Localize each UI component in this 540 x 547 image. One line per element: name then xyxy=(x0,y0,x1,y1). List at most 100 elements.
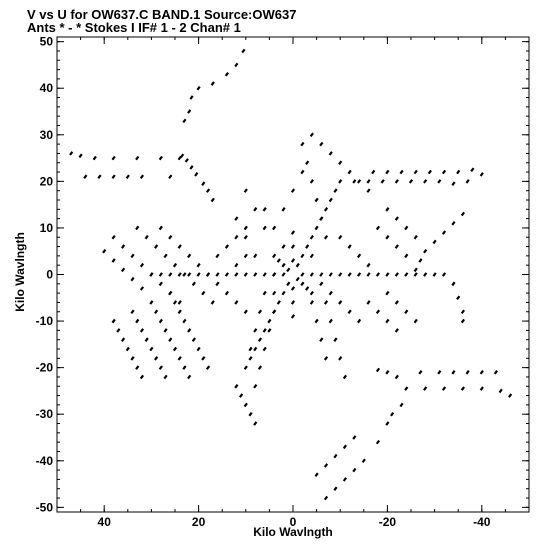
uv-point xyxy=(357,272,362,277)
uv-point xyxy=(243,234,248,240)
uv-point xyxy=(69,151,74,156)
uv-point xyxy=(210,300,215,305)
uv-point xyxy=(253,253,258,259)
uv-point xyxy=(189,95,194,100)
uv-point xyxy=(385,421,390,426)
uv-point xyxy=(234,234,239,240)
uv-point xyxy=(243,225,248,231)
uv-point xyxy=(290,300,296,305)
uv-point xyxy=(196,85,201,91)
uv-point xyxy=(338,356,343,361)
uv-point xyxy=(300,253,305,259)
uv-point xyxy=(253,272,258,277)
uv-point xyxy=(441,386,447,391)
uv-point xyxy=(290,188,296,193)
uv-point xyxy=(460,309,465,315)
uv-point xyxy=(300,272,305,277)
uv-point xyxy=(144,234,149,240)
uv-point xyxy=(479,370,484,375)
uv-point xyxy=(347,272,352,277)
uv-point xyxy=(253,384,258,389)
y-tick-label: 20 xyxy=(40,174,54,188)
uv-point xyxy=(189,165,194,170)
uv-point xyxy=(465,370,470,375)
uv-point xyxy=(413,234,418,240)
uv-point xyxy=(196,262,201,268)
uv-point xyxy=(257,337,263,342)
uv-point xyxy=(234,384,239,389)
uv-point xyxy=(201,290,206,296)
uv-point xyxy=(168,290,173,296)
uv-point xyxy=(130,309,135,315)
uv-point xyxy=(418,370,423,375)
uv-point xyxy=(390,411,395,417)
uv-point xyxy=(163,253,168,259)
uv-point xyxy=(241,48,246,54)
uv-point xyxy=(253,421,258,426)
uv-point xyxy=(423,386,428,391)
uv-point xyxy=(272,309,277,315)
uv-point xyxy=(328,197,333,203)
axis-tick-labels: 40 20 0 -20 -40 50 40 30 20 10 0 -10 -20 -30 -40 -50 xyxy=(36,35,491,529)
uv-point xyxy=(460,211,465,217)
uv-point xyxy=(309,272,314,277)
uv-point xyxy=(149,272,154,277)
uv-point xyxy=(366,262,371,268)
y-tick-label: 30 xyxy=(40,128,54,142)
uv-point xyxy=(135,365,140,370)
uv-point xyxy=(309,234,314,240)
uv-point xyxy=(361,458,366,464)
uv-point xyxy=(352,179,357,184)
uv-point xyxy=(300,141,305,147)
uv-point xyxy=(163,374,168,380)
uv-point xyxy=(224,244,229,249)
uv-point xyxy=(234,62,239,68)
uv-point xyxy=(357,253,362,259)
uv-point xyxy=(338,160,343,165)
uv-point xyxy=(394,300,399,305)
uv-point xyxy=(338,234,343,240)
uv-point xyxy=(423,272,428,277)
uv-point xyxy=(380,179,385,184)
uv-point xyxy=(243,309,248,315)
uv-point xyxy=(451,370,456,375)
uv-point xyxy=(394,374,399,380)
uv-point xyxy=(120,337,126,342)
uv-point xyxy=(328,151,333,156)
uv-point xyxy=(281,262,286,268)
uv-point xyxy=(314,318,319,324)
uv-point xyxy=(172,346,178,352)
uv-point xyxy=(441,169,447,175)
uv-point xyxy=(267,328,272,333)
uv-point xyxy=(139,328,145,333)
uv-point xyxy=(257,309,263,315)
uv-point xyxy=(352,467,357,473)
uv-point xyxy=(342,477,347,482)
uv-point xyxy=(342,374,347,380)
uv-point xyxy=(333,337,338,342)
uv-point xyxy=(168,234,173,240)
y-tick-label: -10 xyxy=(36,314,54,328)
uv-point xyxy=(262,290,267,296)
uv-point xyxy=(460,318,465,324)
uv-point xyxy=(111,318,116,324)
uv-point xyxy=(243,365,248,370)
uv-point xyxy=(210,81,215,86)
uv-point xyxy=(257,365,263,370)
uv-point xyxy=(290,286,296,291)
uv-point xyxy=(182,272,187,277)
uv-point xyxy=(262,225,267,231)
uv-point xyxy=(347,309,352,315)
uv-point xyxy=(83,174,88,179)
uv-point xyxy=(394,179,399,184)
uv-point xyxy=(404,225,409,231)
uv-point xyxy=(272,253,277,259)
uv-point xyxy=(441,272,447,277)
uv-point xyxy=(385,169,390,175)
uv-point xyxy=(130,356,135,361)
uv-point xyxy=(366,188,371,193)
uv-point xyxy=(323,300,329,305)
uv-point xyxy=(172,300,178,305)
uv-point xyxy=(234,216,239,221)
